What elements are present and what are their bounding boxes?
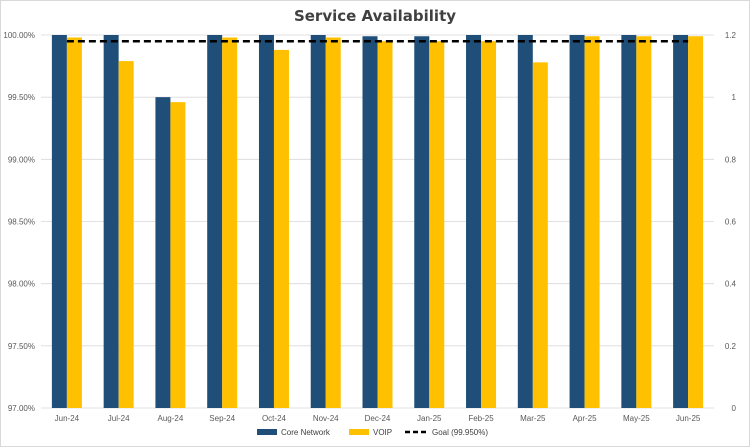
legend-label: Core Network: [281, 428, 331, 437]
chart-title: Service Availability: [293, 7, 457, 25]
x-tick-label: Jun-24: [55, 414, 80, 423]
y-right-tick-label: 0.6: [725, 218, 737, 227]
bar-voip: [636, 36, 652, 408]
x-tick-label: Mar-25: [520, 414, 546, 423]
bar-core-network: [310, 35, 326, 408]
bar-core-network: [517, 35, 533, 408]
legend-label: VOIP: [373, 428, 392, 437]
y-right-tick-label: 0: [732, 404, 737, 413]
bar-core-network: [414, 36, 430, 408]
x-tick-label: Apr-25: [573, 414, 598, 423]
y-right-tick-label: 0.2: [725, 342, 737, 351]
bar-core-network: [155, 97, 171, 409]
bar-voip: [688, 36, 704, 408]
bar-core-network: [673, 35, 689, 408]
bar-voip: [429, 41, 445, 408]
y-left-tick-label: 98.50%: [8, 218, 35, 227]
bar-voip: [170, 102, 186, 408]
x-tick-label: Oct-24: [262, 414, 287, 423]
bar-voip: [66, 37, 82, 409]
x-tick-label: Sep-24: [209, 414, 235, 423]
bar-voip: [222, 37, 238, 409]
y-right-tick-label: 0.4: [725, 280, 737, 289]
legend-swatch: [349, 429, 369, 435]
bar-core-network: [51, 35, 67, 408]
x-tick-label: Jun-25: [676, 414, 701, 423]
bar-core-network: [621, 35, 637, 408]
x-tick-label: Dec-24: [365, 414, 391, 423]
legend-swatch: [257, 429, 277, 435]
y-right-tick-label: 1.2: [725, 31, 737, 40]
bar-voip: [377, 41, 393, 408]
bar-voip: [118, 61, 134, 409]
x-tick-label: May-25: [623, 414, 650, 423]
x-tick-label: Nov-24: [313, 414, 339, 423]
y-left-tick-label: 99.50%: [8, 93, 35, 102]
bar-core-network: [362, 36, 378, 408]
y-left-tick-label: 98.00%: [8, 280, 35, 289]
bar-voip: [532, 62, 548, 408]
bar-core-network: [103, 35, 119, 408]
bar-voip: [584, 36, 600, 408]
y-right-tick-label: 0.8: [725, 155, 737, 164]
bar-core-network: [569, 35, 585, 408]
bar-voip: [325, 37, 341, 409]
x-tick-label: Feb-25: [468, 414, 494, 423]
x-tick-label: Jul-24: [108, 414, 130, 423]
bar-voip: [273, 49, 289, 409]
y-left-tick-label: 99.00%: [8, 155, 35, 164]
x-tick-label: Jan-25: [417, 414, 442, 423]
bar-voip: [481, 41, 497, 408]
bar-core-network: [258, 35, 274, 408]
bar-core-network: [466, 35, 482, 408]
y-left-tick-label: 97.00%: [8, 404, 35, 413]
bar-core-network: [207, 35, 223, 408]
x-tick-label: Aug-24: [158, 414, 184, 423]
y-left-tick-label: 97.50%: [8, 342, 35, 351]
legend-label: Goal (99.950%): [432, 428, 488, 437]
y-right-tick-label: 1: [732, 93, 737, 102]
y-left-tick-label: 100.00%: [3, 31, 35, 40]
